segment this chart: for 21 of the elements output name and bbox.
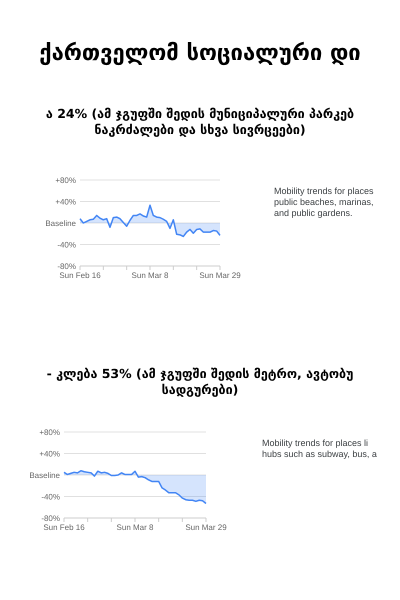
y-tick-label: +40% — [39, 449, 60, 458]
y-tick-label: Baseline — [29, 470, 61, 480]
x-tick-label: Sun Mar 8 — [132, 271, 170, 280]
y-tick-label: Baseline — [45, 218, 77, 228]
x-tick-label: Sun Mar 8 — [116, 523, 154, 532]
y-tick-label: -40% — [41, 492, 60, 502]
y-tick-label: -80% — [57, 262, 76, 271]
x-tick-label: Sun Feb 16 — [43, 523, 86, 532]
x-tick-label: Sun Mar 29 — [185, 523, 228, 532]
y-tick-label: -40% — [57, 240, 76, 250]
text: Mobility trends for places li hubs such as subway, bus, a — [262, 438, 377, 459]
chart-subtitle: ა 24% (ამ ჯგუფში შედის მუნიციპალური პარკებ ნაკრძალები და სხვა სივრცეები) — [46, 106, 354, 137]
x-tick-label: Sun Mar 29 — [199, 271, 242, 280]
y-tick-label: -80% — [41, 514, 60, 523]
y-tick-label: +80% — [39, 428, 60, 437]
y-tick-label: +80% — [55, 176, 76, 185]
text: Mobility trends for places public beaches, marinas, and public gardens. — [274, 186, 374, 218]
x-tick-label: Sun Feb 16 — [59, 271, 102, 280]
chart-title: - კლება 53% (ამ ჯგუფში შედის მეტრო, ავტობუ სადგურები) — [46, 366, 354, 397]
chart-title: ქართველომ სოციალური დი — [39, 41, 361, 66]
y-tick-label: +40% — [55, 197, 76, 206]
